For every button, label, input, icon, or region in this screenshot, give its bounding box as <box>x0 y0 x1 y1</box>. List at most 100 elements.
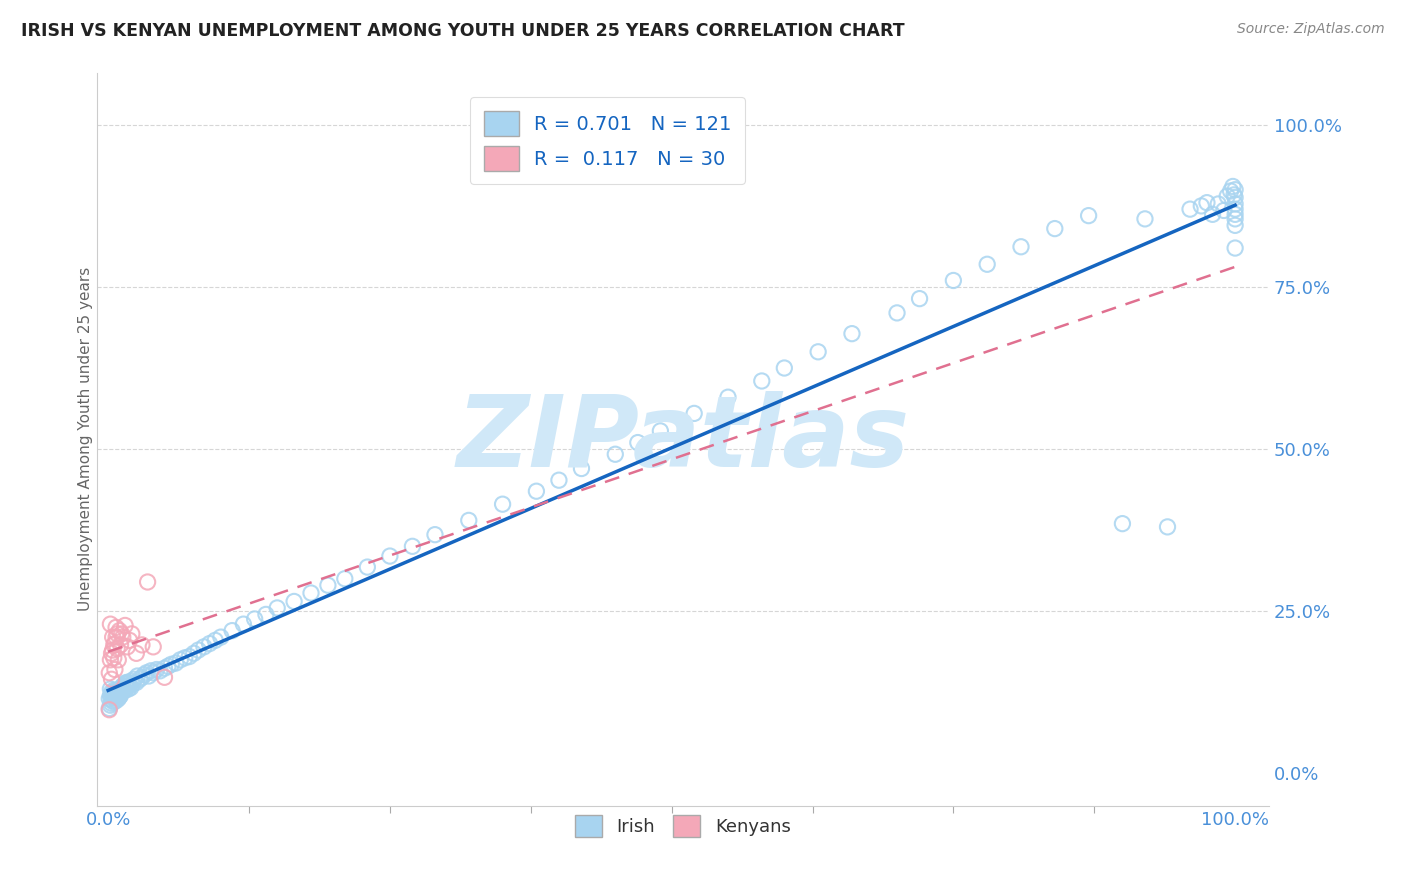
Point <box>1212 203 1234 218</box>
Point <box>299 586 322 600</box>
Legend: Irish, Kenyans: Irish, Kenyans <box>568 808 799 845</box>
Point <box>117 640 139 654</box>
Point <box>111 627 134 641</box>
Point <box>149 664 172 678</box>
Point <box>131 670 153 684</box>
Point <box>183 646 205 660</box>
Point <box>111 681 134 695</box>
Point <box>105 620 128 634</box>
Point <box>1223 219 1246 233</box>
Point <box>110 689 132 703</box>
Point <box>108 624 131 638</box>
Point <box>908 292 931 306</box>
Point <box>105 689 128 703</box>
Point <box>110 681 132 696</box>
Text: ZIPatlas: ZIPatlas <box>457 391 910 488</box>
Point <box>1156 520 1178 534</box>
Point <box>112 681 135 696</box>
Point <box>122 673 145 687</box>
Point <box>209 630 232 644</box>
Point <box>125 675 148 690</box>
Text: IRISH VS KENYAN UNEMPLOYMENT AMONG YOUTH UNDER 25 YEARS CORRELATION CHART: IRISH VS KENYAN UNEMPLOYMENT AMONG YOUTH… <box>21 22 904 40</box>
Point <box>139 664 162 678</box>
Point <box>160 657 183 672</box>
Point <box>254 607 277 622</box>
Point <box>204 633 226 648</box>
Point <box>134 667 156 681</box>
Point <box>107 691 129 706</box>
Text: Source: ZipAtlas.com: Source: ZipAtlas.com <box>1237 22 1385 37</box>
Point <box>136 574 159 589</box>
Point <box>627 435 650 450</box>
Point <box>356 560 378 574</box>
Point <box>717 390 740 404</box>
Point <box>117 681 139 696</box>
Point <box>1222 179 1244 194</box>
Point <box>100 646 122 660</box>
Point <box>104 691 127 706</box>
Point <box>976 257 998 271</box>
Point <box>120 681 142 695</box>
Point <box>101 687 124 701</box>
Point <box>145 663 167 677</box>
Point <box>111 630 134 644</box>
Point <box>142 640 165 654</box>
Point <box>221 624 243 638</box>
Point <box>111 685 134 699</box>
Point <box>142 665 165 680</box>
Point <box>98 703 121 717</box>
Point <box>108 690 131 704</box>
Point <box>135 665 157 680</box>
Point <box>98 691 121 706</box>
Point <box>1223 207 1246 221</box>
Point <box>1206 197 1229 211</box>
Point <box>1111 516 1133 531</box>
Point <box>401 539 423 553</box>
Point <box>316 578 339 592</box>
Point <box>1223 183 1246 197</box>
Point <box>266 601 288 615</box>
Point <box>1195 195 1218 210</box>
Point <box>333 572 356 586</box>
Point <box>1216 189 1239 203</box>
Point <box>1223 211 1246 226</box>
Point <box>457 513 479 527</box>
Point <box>841 326 863 341</box>
Point <box>131 638 153 652</box>
Point <box>1133 211 1156 226</box>
Point <box>1223 202 1246 216</box>
Point <box>1223 190 1246 204</box>
Point <box>886 306 908 320</box>
Point <box>548 473 571 487</box>
Point <box>118 633 141 648</box>
Point <box>114 683 136 698</box>
Point <box>105 630 128 644</box>
Point <box>378 549 401 563</box>
Point <box>120 674 142 689</box>
Point <box>128 673 150 687</box>
Point <box>115 681 138 695</box>
Point <box>103 695 125 709</box>
Point <box>1189 199 1212 213</box>
Point <box>105 683 128 698</box>
Point <box>1077 209 1099 223</box>
Point <box>101 630 124 644</box>
Point <box>98 701 121 715</box>
Point <box>103 683 125 698</box>
Point <box>101 693 124 707</box>
Point <box>243 612 266 626</box>
Point <box>1178 202 1201 216</box>
Point <box>98 665 121 680</box>
Point <box>111 679 134 693</box>
Point <box>105 690 128 704</box>
Point <box>117 679 139 693</box>
Point <box>100 617 122 632</box>
Point <box>104 685 127 699</box>
Point <box>1223 187 1246 202</box>
Point <box>571 461 593 475</box>
Point <box>114 677 136 691</box>
Point <box>807 344 830 359</box>
Point <box>115 675 138 690</box>
Point <box>100 690 122 704</box>
Point <box>100 673 122 687</box>
